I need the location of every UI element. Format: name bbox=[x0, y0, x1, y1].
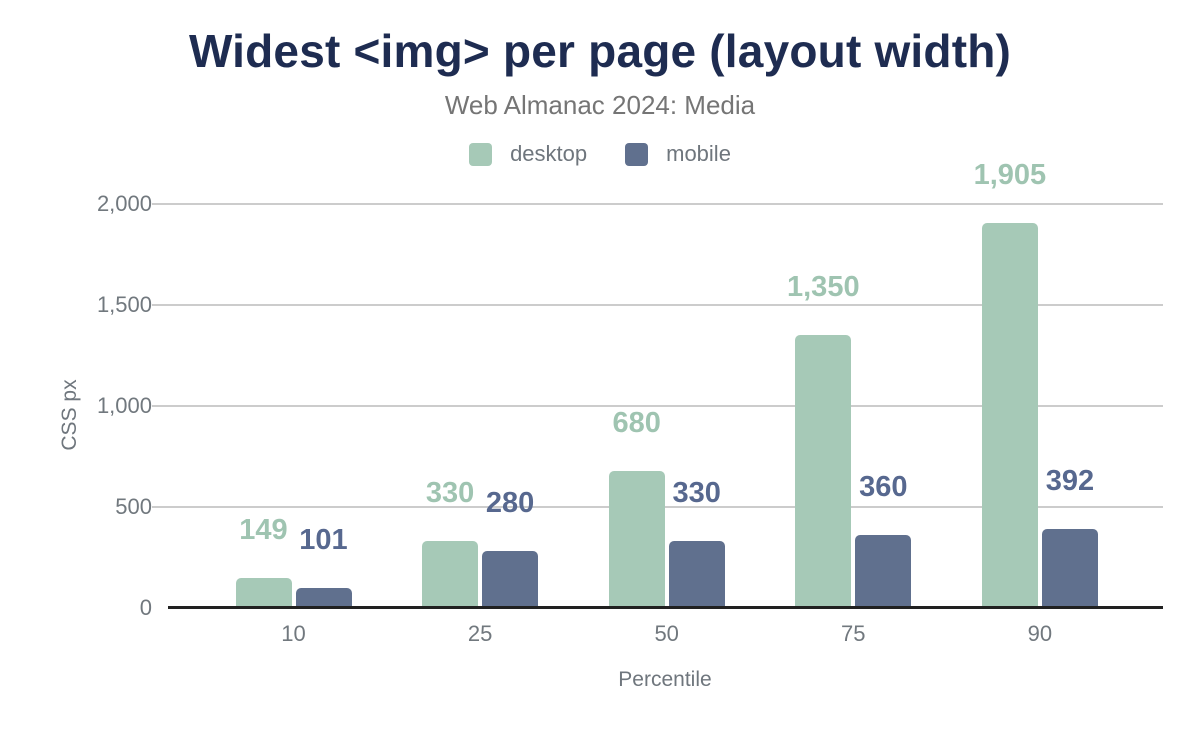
value-label-desktop-p25: 330 bbox=[425, 477, 475, 510]
chart-subtitle: Web Almanac 2024: Media bbox=[444, 90, 756, 120]
gridline bbox=[168, 203, 1163, 205]
gridline bbox=[168, 506, 1163, 508]
legend: desktop mobile bbox=[0, 141, 1200, 167]
bar-mobile-p10[interactable] bbox=[295, 587, 352, 608]
value-label-mobile-p50: 330 bbox=[672, 477, 721, 510]
x-axis-line bbox=[168, 606, 1163, 609]
y-tick-mark bbox=[152, 304, 168, 306]
bar-desktop-p50[interactable] bbox=[608, 470, 665, 608]
y-tick-label: 500 bbox=[115, 494, 152, 519]
y-tick-mark bbox=[152, 506, 168, 508]
legend-swatch-desktop bbox=[469, 142, 493, 166]
chart-title: Widest <img> per page (layout width) bbox=[188, 25, 1012, 77]
gridline bbox=[168, 405, 1163, 407]
bar-mobile-p25[interactable] bbox=[482, 551, 539, 608]
y-tick-label: 0 bbox=[139, 595, 152, 620]
legend-label-mobile: mobile bbox=[666, 141, 731, 166]
y-tick-mark bbox=[152, 203, 168, 205]
x-tick-label: 50 bbox=[654, 621, 679, 646]
plot-area: 0 500 1,000 1,500 2,000 10 149 101 25 330 280 50 680… bbox=[97, 161, 1163, 646]
bar-desktop-p10[interactable] bbox=[235, 577, 292, 608]
value-label-mobile-p25: 280 bbox=[485, 487, 535, 520]
value-label-desktop-p90: 1,905 bbox=[973, 159, 1047, 192]
value-label-desktop-p75: 1,350 bbox=[787, 271, 860, 304]
gridline bbox=[168, 304, 1163, 306]
y-tick-label: 1,000 bbox=[96, 393, 152, 418]
value-label-desktop-p50: 680 bbox=[612, 406, 661, 439]
value-label-mobile-p10: 101 bbox=[299, 523, 348, 556]
legend-label-desktop: desktop bbox=[510, 141, 588, 166]
y-tick-label: 2,000 bbox=[96, 191, 152, 216]
x-tick-label: 10 bbox=[281, 621, 306, 646]
legend-item-desktop: desktop bbox=[469, 141, 587, 167]
value-label-mobile-p75: 360 bbox=[859, 471, 908, 504]
y-tick-label: 1,500 bbox=[96, 292, 152, 317]
x-tick-label: 25 bbox=[467, 621, 493, 646]
legend-item-mobile: mobile bbox=[625, 141, 731, 167]
bar-desktop-p75[interactable] bbox=[795, 335, 852, 608]
bar-desktop-p90[interactable] bbox=[981, 223, 1038, 608]
bar-mobile-p50[interactable] bbox=[668, 541, 725, 608]
x-axis-title: Percentile bbox=[618, 668, 712, 691]
bar-mobile-p75[interactable] bbox=[855, 535, 912, 608]
x-tick-label: 90 bbox=[1027, 621, 1053, 646]
x-tick-label: 75 bbox=[841, 621, 866, 646]
bar-mobile-p90[interactable] bbox=[1041, 528, 1098, 608]
legend-swatch-mobile bbox=[625, 142, 649, 166]
bar-desktop-p25[interactable] bbox=[422, 541, 479, 608]
y-tick-mark bbox=[152, 405, 168, 407]
value-label-mobile-p90: 392 bbox=[1045, 464, 1095, 497]
value-label-desktop-p10: 149 bbox=[239, 513, 288, 546]
